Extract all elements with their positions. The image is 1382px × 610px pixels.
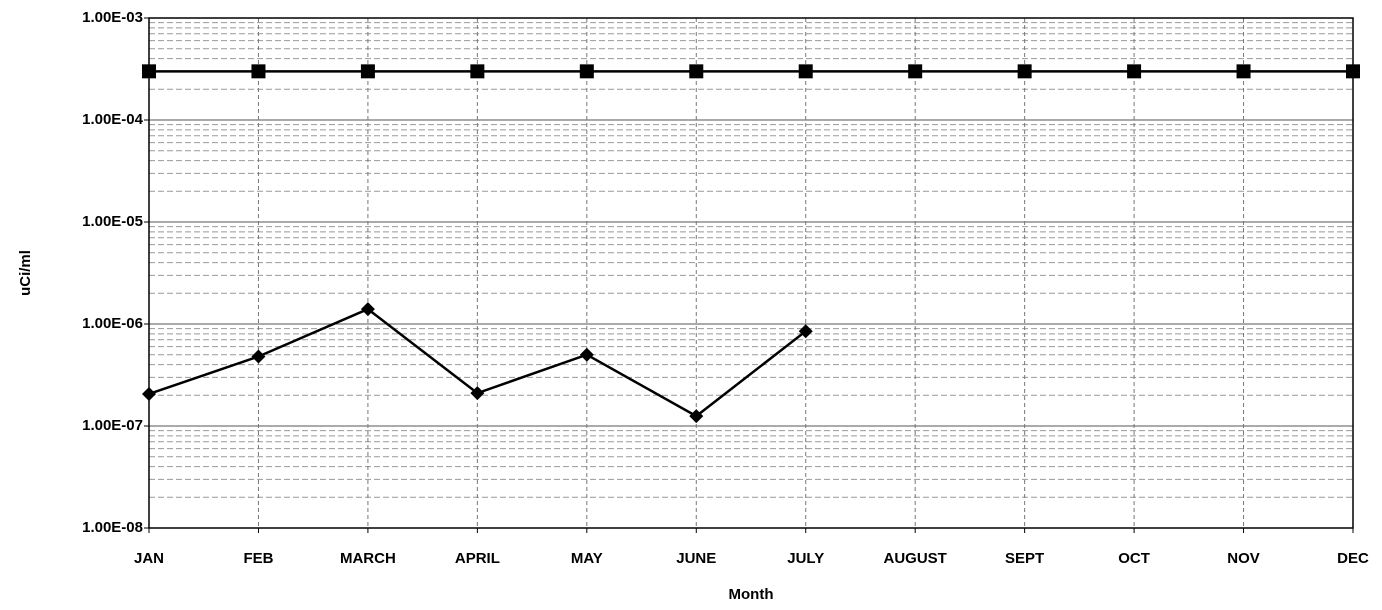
x-tick-label: JULY [787, 550, 824, 567]
x-axis-label: Month [729, 586, 774, 603]
marker-square [142, 64, 156, 79]
marker-square [579, 64, 594, 79]
marker-square [798, 64, 813, 79]
marker-square [908, 64, 923, 79]
marker-diamond [142, 386, 156, 401]
marker-square [251, 64, 266, 79]
marker-diamond [579, 347, 594, 362]
x-tick-label: SEPT [1005, 550, 1044, 567]
y-tick-label: 1.00E-06 [82, 315, 143, 332]
x-tick-label: DEC [1337, 550, 1369, 567]
x-tick-label: OCT [1118, 550, 1150, 567]
marker-square [689, 64, 704, 79]
marker-square [1127, 64, 1142, 79]
x-tick-label: MARCH [340, 550, 396, 567]
marker-square [1236, 64, 1251, 79]
y-tick-label: 1.00E-05 [82, 213, 143, 230]
marker-diamond [470, 386, 485, 401]
x-tick-label: APRIL [455, 550, 500, 567]
marker-square [1017, 64, 1032, 79]
marker-square [1346, 64, 1360, 79]
marker-diamond [689, 409, 704, 424]
marker-square [470, 64, 485, 79]
x-tick-label: AUGUST [884, 550, 947, 567]
x-tick-label: JAN [134, 550, 164, 567]
x-tick-label: JUNE [676, 550, 716, 567]
y-tick-label: 1.00E-04 [82, 111, 144, 128]
y-tick-label: 1.00E-07 [82, 417, 143, 434]
y-axis-label: uCi/ml [17, 250, 34, 296]
plot-border [148, 17, 1354, 529]
y-tick-label: 1.00E-08 [82, 519, 143, 536]
marker-diamond [798, 324, 813, 339]
x-tick-label: FEB [243, 550, 273, 567]
marker-diamond [360, 302, 375, 317]
x-tick-label: MAY [571, 550, 603, 567]
marker-diamond [251, 349, 266, 364]
marker-square [360, 64, 375, 79]
x-tick-label: NOV [1227, 550, 1260, 567]
y-tick-label: 1.00E-03 [82, 9, 143, 26]
